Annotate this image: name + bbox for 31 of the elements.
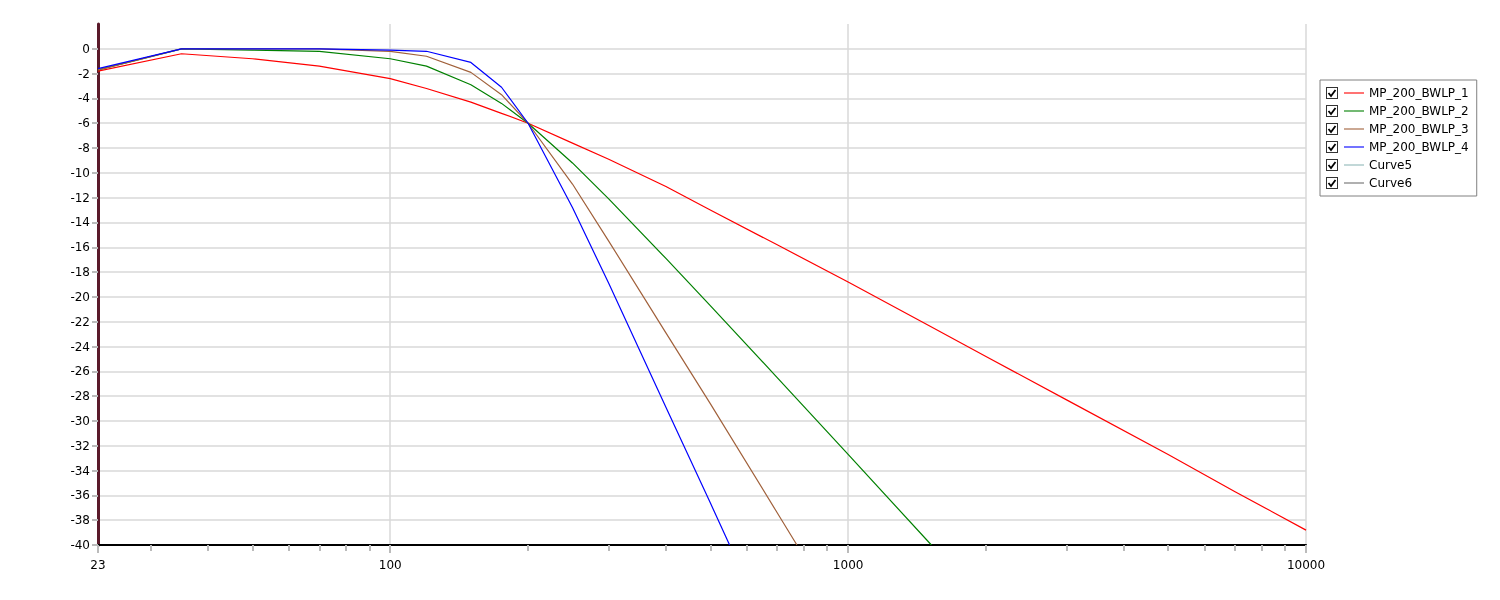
- x-tick-label: 1000: [832, 558, 864, 572]
- x-tick-label: 10000: [1286, 558, 1326, 572]
- legend-label: MP_200_BWLP_1: [1369, 86, 1469, 100]
- y-tick-label: -26: [70, 364, 90, 379]
- y-tick-label: -40: [70, 538, 90, 552]
- y-tick-label: -34: [70, 463, 90, 478]
- y-tick-label: -18: [70, 265, 90, 280]
- y-tick-label: -24: [70, 339, 90, 354]
- y-tick-label: -14: [70, 215, 90, 230]
- y-tick-label: -4: [78, 91, 90, 106]
- legend-label: Curve5: [1369, 158, 1413, 172]
- y-tick-label: -8: [78, 141, 90, 156]
- y-tick-label: -36: [70, 488, 90, 503]
- legend-label: Curve6: [1369, 176, 1413, 190]
- y-tick-label: -16: [70, 240, 90, 255]
- y-tick-label: -30: [70, 413, 90, 428]
- y-tick-label: -38: [70, 513, 90, 528]
- y-tick-label: -2: [78, 66, 90, 81]
- legend-label: MP_200_BWLP_4: [1369, 140, 1469, 154]
- y-tick-label: -20: [70, 289, 90, 304]
- x-tick-label: 100: [378, 558, 402, 572]
- y-tick-label: -32: [70, 438, 90, 453]
- legend-label: MP_200_BWLP_2: [1369, 104, 1469, 118]
- y-tick-label: -12: [70, 190, 90, 205]
- legend-label: MP_200_BWLP_3: [1369, 122, 1469, 136]
- y-tick-label: -28: [70, 389, 90, 404]
- y-tick-label: -22: [70, 314, 90, 329]
- y-tick-label: 0: [82, 41, 90, 56]
- y-tick-label: -10: [70, 165, 90, 180]
- x-tick-label: 23: [90, 558, 106, 572]
- y-tick-label: -6: [78, 116, 90, 131]
